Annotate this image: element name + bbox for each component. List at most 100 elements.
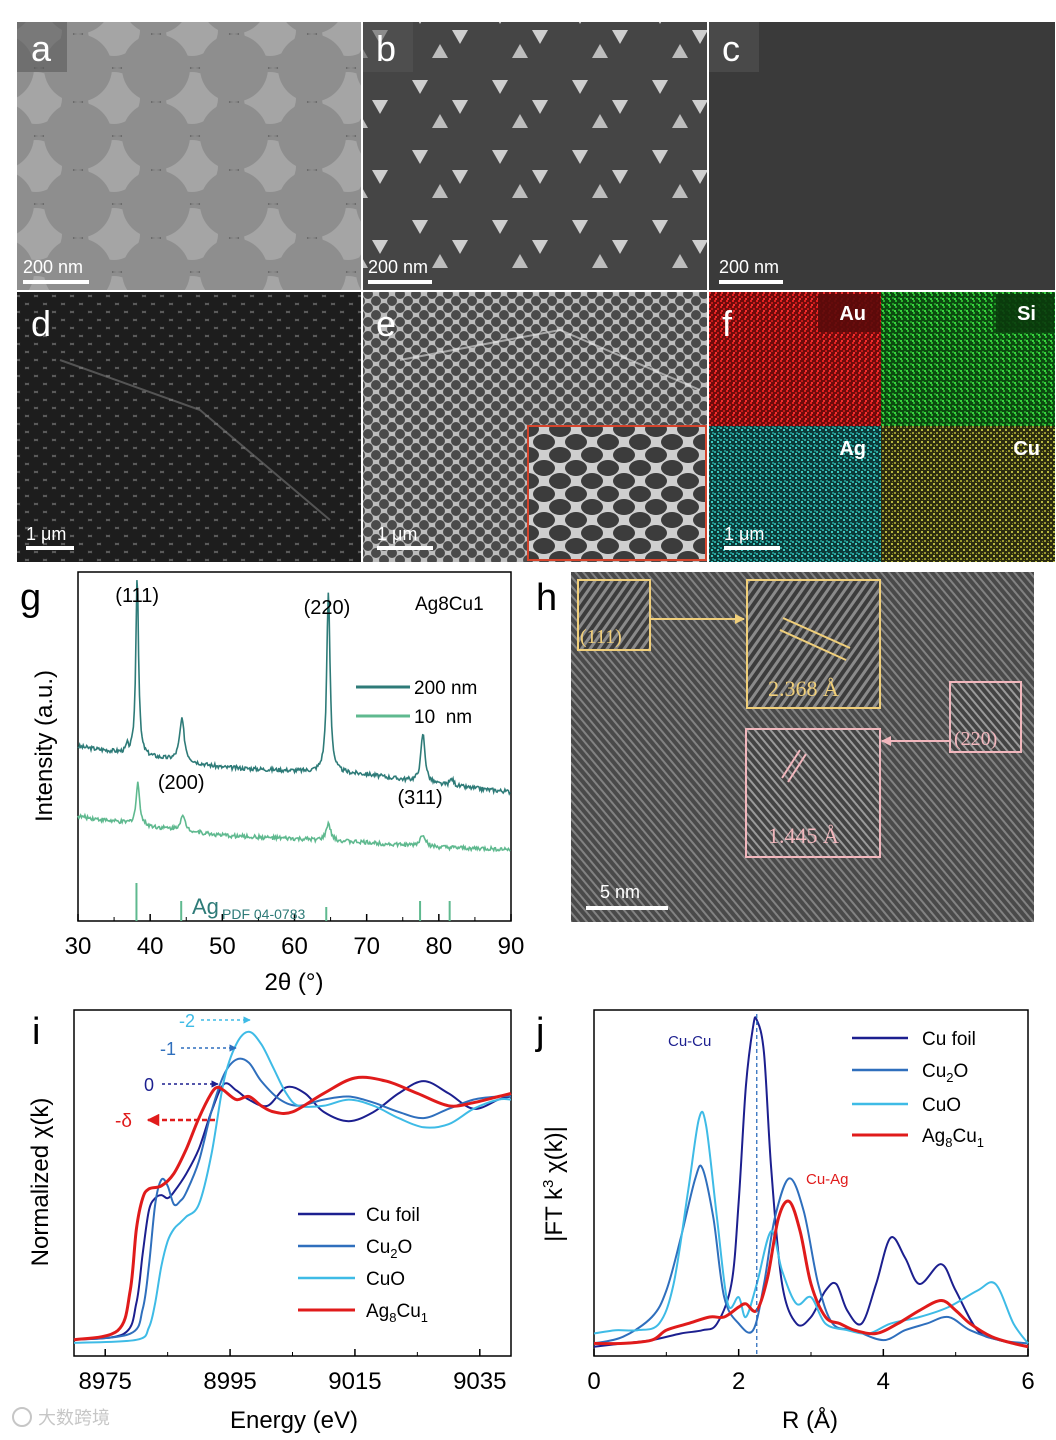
scale-bar-label-h: 5 nm [600,882,640,902]
sem-image-d [17,292,361,562]
legend-i-cuo: CuO [366,1269,405,1290]
sem-image-c [709,22,1055,290]
eds-label-ag: Ag [839,438,866,460]
shift-label-ag8cu1: -δ [115,1111,132,1132]
x-tick-label: 2 [732,1368,745,1395]
xanes-line-ag8cu1 [73,1075,512,1342]
scale-bar-label-c: 200 nm [719,257,779,277]
legend-j-ag8cu1: Ag8Cu1 [922,1126,984,1150]
eds-label-si: Si [1017,303,1036,325]
scale-bar-label-a: 200 nm [23,257,83,277]
scale-bar-d [26,546,74,550]
reference-lines [135,883,451,921]
x-axis-label-g: 2θ (°) [265,969,324,996]
panel-label-j: j [535,1011,544,1053]
x-tick-label: 70 [353,933,380,960]
panel-label-a: a [31,28,52,69]
xrd-line-200nm [77,580,511,796]
eds-label-au: Au [839,303,866,325]
panel-label-d: d [31,303,51,344]
legend-j: Cu foil Cu2O CuO Ag8Cu1 [852,1029,984,1150]
x-axis-label-i: Energy (eV) [230,1407,358,1434]
plot-frame-i [73,1009,512,1357]
annotation-cu-cu: Cu-Cu [668,1033,711,1050]
panel-e: e 1 μm [363,292,707,562]
scale-bar-label-e: 1 μm [377,524,417,544]
legend-j-cufoil: Cu foil [922,1029,976,1050]
hrtem-plane-220-label: (220) [954,728,997,750]
hrtem-zoom-220 [745,728,881,858]
d-spacing-111: 2.368 Å [768,676,839,701]
panel-a: a 200 nm [17,22,361,290]
scale-bar-h [586,906,668,910]
panel-g: g 30 40 50 60 70 80 90 (111) (200) (220) (311) Ag… [20,571,525,996]
xanes-line-cuo [73,1030,512,1344]
peak-label: (220) [304,597,351,619]
panel-c: c 200 nm [709,22,1055,290]
watermark-text: 大数跨境 [38,1408,110,1428]
eds-label-cu: Cu [1013,438,1040,460]
x-axis-g: 30 40 50 60 70 80 90 [65,914,525,960]
xanes-line-cu-foil [73,1080,512,1341]
reference-sublabel: PDF 04-0783 [222,906,305,922]
xanes-curves [73,1030,512,1344]
y-axis-label-g: Intensity (a.u.) [31,670,58,822]
x-tick-label: 8975 [79,1368,132,1395]
legend-i-cu2o: Cu2O [366,1237,412,1261]
x-axis-j: 0 2 4 6 [587,1349,1035,1395]
scale-bar-label-b: 200 nm [368,257,428,277]
scale-bar-e [377,546,433,550]
panel-b: b 200 nm [363,22,707,290]
panel-i: i 8975 8995 9015 9035 -2 -1 0 -δ Cu foil Cu… [27,1009,512,1434]
x-tick-label: 50 [209,933,236,960]
sem-image-a [17,22,361,290]
eds-map-cu [881,426,1055,562]
exafs-line-cuo [593,1110,1029,1345]
panel-label-c: c [722,28,740,69]
plot-frame-g [77,571,512,922]
shift-label-cu2o: -1 [160,1039,176,1059]
panel-label-h: h [536,577,557,619]
exafs-line-ag8cu1 [593,1199,1029,1349]
hrtem-region-220 [949,681,1022,753]
scale-bar-b [368,280,432,284]
edge-shift-annotations: -2 -1 0 -δ [115,1011,251,1132]
x-tick-label: 40 [137,933,164,960]
x-axis-i: 8975 8995 9015 9035 [79,1349,506,1395]
legend-i-ag8cu1: Ag8Cu1 [366,1301,428,1325]
peak-label: (111) [115,585,159,607]
x-tick-label: 90 [498,933,525,960]
legend-j-cu2o: Cu2O [922,1061,968,1085]
hrtem-zoom-111 [746,579,881,709]
xrd-curves [77,580,511,853]
x-axis-label-j: R (Å) [782,1406,838,1434]
panel-label-g: g [20,577,41,619]
peak-label: (311) [397,787,442,809]
scale-bar-f [724,546,780,550]
x-tick-label: 9015 [328,1368,381,1395]
panel-d: d 1 μm [17,292,361,562]
hrtem-region-111 [577,579,651,651]
watermark: 大数跨境 [12,1407,110,1428]
y-axis-label-i: Normalized χ(k) [27,1098,54,1267]
scale-bar-a [23,280,89,284]
x-tick-label: 4 [877,1368,890,1395]
panel-label-e: e [376,303,396,344]
panel-label-b: b [376,28,396,69]
scale-bar-label-f: 1 μm [724,524,764,544]
y-axis-label-j: |FT k3 χ(k)| [540,1126,568,1242]
d-spacing-220: 1.445 Å [768,823,839,848]
panel-f: f Au Si Ag Cu 1 μm [709,292,1055,562]
exafs-curves [593,1014,1029,1356]
legend-j-cuo: CuO [922,1095,961,1116]
legend-label-200nm: 200 nm [414,678,477,699]
annotation-cu-ag: Cu-Ag [806,1171,849,1188]
shift-label-cufoil: 0 [144,1075,154,1095]
x-tick-label: 30 [65,933,92,960]
legend-label-10nm: 10 nm [414,707,472,728]
x-tick-label: 0 [587,1368,600,1395]
shift-label-cuo: -2 [179,1011,195,1031]
scale-bar-label-d: 1 μm [26,524,66,544]
legend-i: Cu foil Cu2O CuO Ag8Cu1 [298,1205,428,1325]
